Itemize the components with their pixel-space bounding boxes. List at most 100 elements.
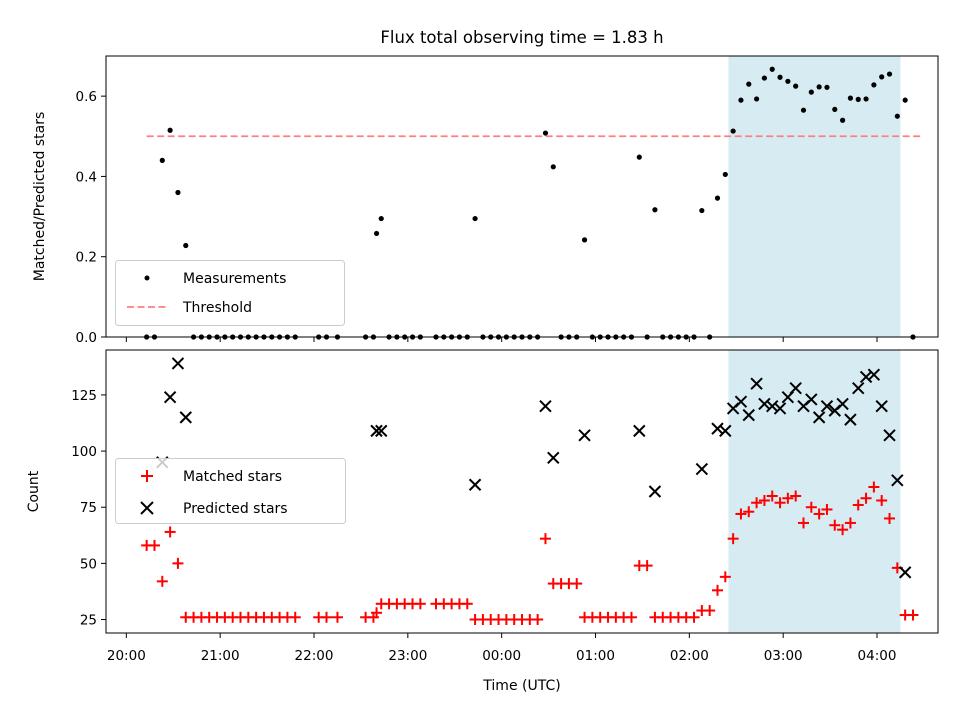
measurement-point	[753, 96, 760, 102]
y-tick-label: 50	[80, 556, 97, 572]
predicted-point	[773, 402, 787, 415]
matched-point	[571, 578, 583, 590]
y-tick-label: 0.6	[76, 89, 97, 105]
measurement-point	[542, 130, 549, 136]
measurement-point	[863, 96, 869, 102]
measurement-point	[808, 89, 814, 95]
predicted-point	[859, 370, 873, 384]
measurement-points	[144, 66, 916, 340]
predicted-point	[844, 413, 857, 426]
predicted-point	[789, 381, 802, 395]
matched-point	[782, 492, 794, 504]
matched-point	[774, 497, 786, 509]
predicted-point	[891, 474, 904, 487]
matched-point	[539, 533, 551, 545]
matched-point	[414, 598, 426, 610]
y-tick-label: 75	[80, 500, 97, 516]
matched-point	[790, 490, 802, 502]
predicted-point	[648, 485, 662, 498]
measurement-point	[636, 154, 642, 160]
top-legend-box	[115, 260, 345, 326]
predicted-point	[875, 399, 888, 413]
measurement-point	[581, 237, 588, 243]
matched-point	[321, 611, 333, 623]
x-tick-label: 03:00	[764, 648, 803, 664]
predicted-point	[633, 424, 646, 438]
predicted-point	[805, 393, 818, 406]
matched-point	[641, 560, 653, 572]
top-highlight-span	[728, 56, 901, 337]
matched-point	[813, 508, 825, 520]
bottom-y-axis-label: Count	[26, 470, 42, 512]
x-tick-label: 04:00	[858, 648, 897, 664]
predicted-point	[539, 399, 552, 413]
predicted-point	[750, 377, 763, 390]
measurement-point	[761, 75, 768, 81]
measurement-point	[816, 84, 822, 90]
predicted-point	[547, 451, 560, 465]
x-tick-label: 02:00	[670, 648, 709, 664]
measurement-point	[871, 82, 877, 88]
bottom-legend-box	[115, 458, 346, 524]
measurement-point	[730, 128, 736, 134]
bottom-panel: 25 50 75 100 125 20:00 21:00 22:00 23:00 00:00 01…	[26, 349, 939, 694]
matched-point	[148, 539, 160, 551]
measurement-point	[175, 189, 181, 196]
measurement-point	[840, 117, 846, 123]
matched-point	[766, 490, 778, 502]
matched-point	[371, 607, 383, 619]
predicted-points	[156, 357, 912, 579]
legend-measurement-marker	[144, 275, 150, 281]
y-tick-label: 100	[71, 444, 97, 460]
measurement-point	[777, 74, 783, 80]
matched-point	[704, 605, 716, 617]
measurement-point	[879, 74, 885, 80]
predicted-point	[695, 462, 709, 476]
matched-point	[727, 533, 739, 545]
matched-point	[868, 481, 880, 493]
matched-point	[852, 499, 864, 511]
predicted-point	[883, 429, 896, 442]
x-tick-label: 00:00	[482, 648, 521, 664]
measurement-point	[652, 207, 658, 213]
y-tick-label: 25	[80, 613, 97, 629]
measurement-point	[714, 195, 721, 201]
matched-point	[532, 614, 544, 626]
predicted-point	[163, 390, 177, 404]
matched-point	[798, 517, 810, 529]
legend-threshold-label: Threshold	[182, 300, 252, 316]
matched-point	[172, 557, 184, 569]
measurement-point	[894, 113, 900, 119]
y-tick-label: 0.4	[76, 169, 97, 185]
predicted-point	[852, 381, 865, 395]
matched-point	[743, 506, 755, 518]
measurement-point	[847, 95, 854, 101]
measurement-point	[902, 97, 908, 103]
predicted-point	[734, 395, 748, 408]
x-tick-label: 22:00	[295, 648, 334, 664]
legend-measurements-label: Measurements	[183, 271, 286, 287]
measurement-point	[183, 242, 189, 249]
measurement-point	[550, 164, 556, 170]
measurement-point	[800, 107, 807, 113]
legend-predicted-marker	[140, 501, 154, 515]
bottom-legend: Matched stars Predicted stars	[115, 458, 346, 524]
measurement-point	[472, 215, 478, 222]
top-axes-frame	[105, 55, 939, 338]
predicted-point	[820, 399, 834, 413]
measurement-point	[793, 83, 799, 89]
matched-point	[837, 524, 849, 536]
matched-point	[844, 517, 856, 529]
x-tick-label: 01:00	[576, 648, 615, 664]
measurement-point	[378, 215, 384, 222]
matched-point	[907, 609, 919, 621]
measurement-point	[769, 66, 775, 72]
top-y-axis-label: Matched/Predicted stars	[32, 112, 48, 282]
predicted-point	[766, 399, 779, 413]
legend-matched-marker	[141, 470, 153, 482]
matched-point	[860, 492, 872, 504]
predicted-point	[898, 566, 912, 579]
legend-matched-label: Matched stars	[183, 469, 282, 485]
chart-title: Flux total observing time = 1.83 h	[380, 28, 663, 47]
